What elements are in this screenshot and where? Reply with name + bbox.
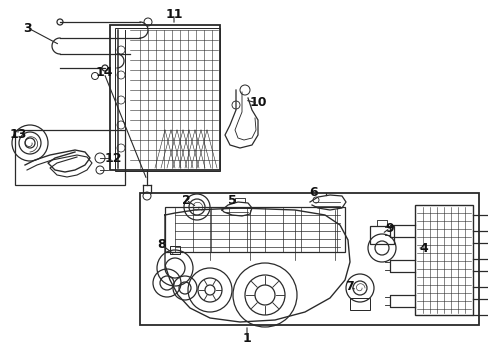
Bar xyxy=(110,25,220,170)
Bar xyxy=(140,193,478,325)
Text: 10: 10 xyxy=(249,96,266,109)
Text: 1: 1 xyxy=(242,332,251,345)
Text: 13: 13 xyxy=(9,129,27,141)
Bar xyxy=(115,28,220,171)
Text: 14: 14 xyxy=(95,67,113,80)
Bar xyxy=(414,205,472,315)
Text: 9: 9 xyxy=(385,221,393,234)
Bar xyxy=(15,130,125,185)
Bar xyxy=(170,246,180,254)
Text: 3: 3 xyxy=(23,22,32,35)
Text: 8: 8 xyxy=(157,238,166,252)
Bar xyxy=(369,226,393,244)
Text: 7: 7 xyxy=(345,280,354,293)
Bar xyxy=(164,207,345,252)
Text: 12: 12 xyxy=(104,152,122,165)
Text: 2: 2 xyxy=(181,194,190,207)
Text: 5: 5 xyxy=(227,194,236,207)
Text: 4: 4 xyxy=(419,242,427,255)
Bar xyxy=(349,298,369,310)
Text: 6: 6 xyxy=(309,185,318,198)
Text: 11: 11 xyxy=(165,8,183,21)
